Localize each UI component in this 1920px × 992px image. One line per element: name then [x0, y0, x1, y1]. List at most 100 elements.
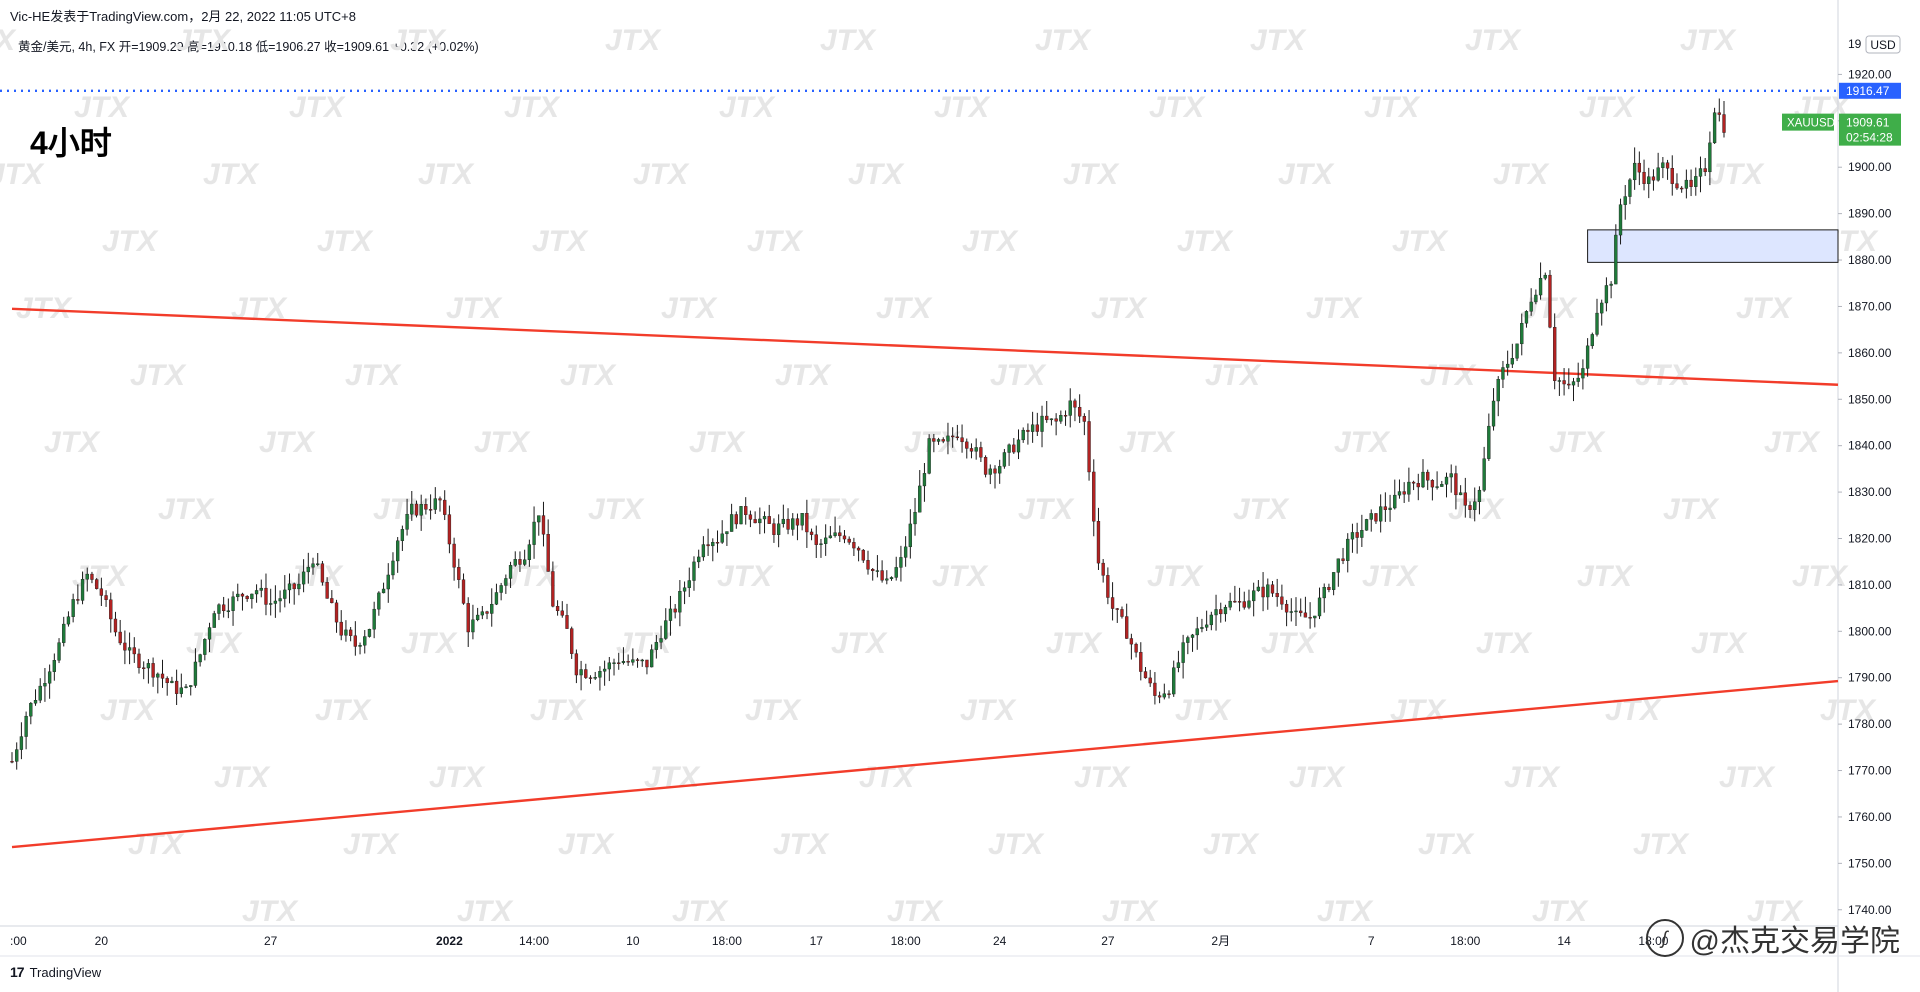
- candle: [1261, 572, 1265, 612]
- candle: [1195, 616, 1199, 650]
- candle-body: [1303, 612, 1308, 618]
- candle: [593, 671, 597, 681]
- candle-body: [47, 671, 52, 684]
- candle: [1468, 501, 1472, 519]
- y-tick-label: 1880.00: [1848, 253, 1892, 267]
- candle: [1110, 582, 1115, 621]
- candle-body: [1129, 638, 1134, 645]
- candle: [269, 588, 273, 616]
- x-tick-label: 17: [810, 934, 824, 948]
- candle-body: [372, 608, 376, 630]
- candle-body: [325, 582, 329, 599]
- candle: [654, 634, 659, 659]
- candle-body: [1313, 615, 1317, 619]
- background-watermark-text: JTX: [530, 694, 587, 727]
- tradingview-logo[interactable]: 17 TradingView: [10, 964, 101, 980]
- symbol-ohlc-line[interactable]: 黄金/美元, 4h, FX 开=1909.29 高=1910.18 低=1906…: [18, 40, 479, 54]
- candle-body: [546, 534, 550, 572]
- candle-body: [226, 610, 231, 612]
- candle: [1628, 178, 1632, 205]
- candle-body: [1538, 278, 1543, 296]
- background-watermark-text: JTX: [605, 24, 662, 57]
- candle: [485, 610, 489, 620]
- candle: [687, 567, 691, 598]
- candle: [334, 599, 339, 633]
- symbol-tag-label: XAUUSD: [1787, 118, 1835, 130]
- background-watermark-text: JTX: [990, 359, 1047, 392]
- candle-body: [593, 677, 597, 679]
- candle: [791, 513, 795, 536]
- candle: [1172, 660, 1176, 697]
- candle-body: [523, 559, 527, 565]
- candle: [1609, 281, 1613, 299]
- candle-body: [1571, 381, 1576, 386]
- candle: [617, 652, 621, 670]
- candle: [899, 545, 903, 582]
- candle: [240, 592, 245, 611]
- candle-body: [184, 686, 188, 688]
- candle-body: [174, 680, 179, 694]
- candle: [1054, 413, 1058, 436]
- candle: [673, 604, 677, 619]
- candle: [697, 549, 701, 569]
- candle: [1021, 427, 1025, 443]
- candle-body: [720, 533, 724, 543]
- y-tick-label: 1790.00: [1848, 671, 1892, 685]
- candle-body: [1449, 473, 1453, 478]
- candle: [795, 513, 800, 541]
- candle: [47, 664, 52, 699]
- candle-body: [555, 606, 560, 612]
- background-watermark-text: JTX: [1205, 359, 1262, 392]
- candle-body: [24, 715, 28, 737]
- weibo-icon: ʃ: [1645, 919, 1684, 957]
- candle-body: [1336, 558, 1340, 573]
- background-watermark-text: JTX: [1549, 426, 1606, 459]
- candle-body: [692, 561, 696, 581]
- candle: [259, 579, 263, 598]
- candle-body: [1261, 586, 1265, 598]
- candle-body: [1402, 491, 1406, 495]
- y-tick-label: 1840.00: [1848, 439, 1892, 453]
- candle-body: [739, 506, 743, 525]
- candle: [1684, 169, 1689, 199]
- candle-body: [259, 587, 263, 591]
- candle: [90, 571, 94, 584]
- candle-body: [358, 645, 362, 647]
- x-tick-label: 20: [95, 934, 109, 948]
- candle-body: [1397, 491, 1402, 496]
- candle-body: [640, 659, 644, 662]
- candle: [668, 595, 673, 636]
- background-watermark-text: JTX: [1691, 627, 1748, 660]
- candle-body: [499, 585, 503, 593]
- candle-body: [913, 511, 917, 525]
- background-watermark-text: JTX: [876, 292, 933, 325]
- candle: [1458, 485, 1463, 496]
- candle: [1675, 173, 1679, 190]
- candle-body: [602, 668, 607, 672]
- candle-body: [965, 441, 969, 449]
- candle-body: [424, 504, 428, 510]
- candle: [1614, 224, 1618, 285]
- candle-body: [1496, 379, 1500, 402]
- background-watermark-text: JTX: [1035, 24, 1092, 57]
- candle-body: [1632, 162, 1637, 181]
- candle: [1487, 413, 1491, 461]
- candle: [1299, 598, 1303, 617]
- background-watermark-text: JTX: [259, 426, 316, 459]
- background-watermark-text: JTX: [1418, 828, 1475, 861]
- candle: [1073, 398, 1077, 422]
- candle-body: [711, 542, 715, 547]
- candle-body: [678, 591, 682, 613]
- candle-body: [1360, 530, 1364, 538]
- candle: [1035, 412, 1039, 437]
- candle: [71, 593, 75, 623]
- candle-body: [1228, 600, 1232, 608]
- candle: [1703, 157, 1707, 177]
- candle: [1369, 509, 1373, 532]
- candle-body: [649, 649, 654, 668]
- candle: [649, 644, 654, 668]
- candle: [1553, 313, 1557, 390]
- candle: [527, 539, 532, 567]
- candle-body: [824, 537, 828, 544]
